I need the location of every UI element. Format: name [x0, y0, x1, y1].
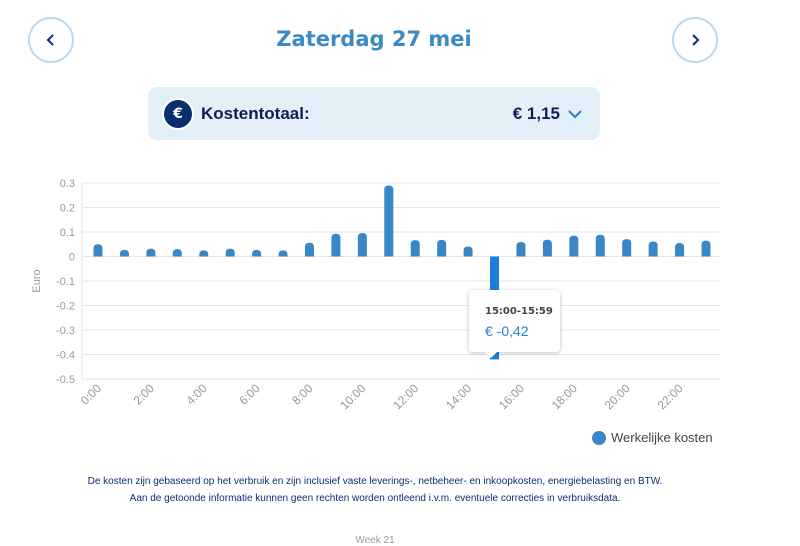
x-tick-label: 14:00 — [443, 381, 474, 412]
legend-dot-icon — [592, 430, 606, 445]
chart-tooltip: 15:00-15:59 € -0,42 — [469, 290, 560, 358]
chevron-left-icon — [46, 34, 54, 46]
bar — [516, 242, 526, 257]
y-tick-label: -0.4 — [56, 350, 75, 362]
bar — [304, 242, 314, 257]
y-tick-label: -0.1 — [56, 276, 75, 288]
x-tick-label: 6:00 — [236, 381, 263, 408]
tooltip-value: € -0,42 — [485, 323, 529, 339]
bar — [542, 239, 552, 257]
bar — [569, 235, 579, 257]
x-tick-label: 8:00 — [289, 381, 316, 408]
x-tick-label: 0:00 — [78, 381, 105, 408]
bar — [119, 249, 129, 257]
bar — [93, 244, 103, 257]
x-tick-label: 22:00 — [655, 381, 686, 412]
bar — [172, 249, 182, 257]
bar — [675, 243, 685, 257]
bar — [437, 239, 447, 257]
chevron-right-icon — [692, 34, 700, 46]
disclaimer-line-2: Aan de getoonde informatie kunnen geen r… — [129, 493, 621, 504]
y-tick-label: -0.5 — [56, 374, 75, 386]
cost-total-value: € 1,15 — [512, 103, 560, 123]
bar — [357, 232, 367, 257]
y-tick-label: 0.2 — [60, 203, 75, 215]
bar — [622, 239, 632, 257]
legend-label: Werkelijke kosten — [611, 430, 713, 445]
cost-total-label: Kostentotaal: — [201, 103, 310, 123]
euro-icon: € — [162, 97, 194, 130]
bar — [331, 233, 341, 257]
x-tick-label: 12:00 — [390, 381, 421, 412]
y-tick-label: 0.3 — [60, 178, 75, 190]
cost-total-dropdown[interactable]: € Kostentotaal: € 1,15 — [148, 87, 600, 140]
bar — [410, 240, 420, 257]
bar — [252, 249, 262, 257]
page-title: Zaterdag 27 mei — [276, 27, 472, 51]
tooltip-time: 15:00-15:59 — [485, 306, 553, 317]
bar — [225, 248, 235, 257]
x-tick-label: 4:00 — [183, 381, 210, 408]
x-tick-label: 18:00 — [549, 381, 580, 412]
x-tick-label: 20:00 — [602, 381, 633, 412]
next-day-button[interactable] — [672, 17, 718, 63]
bar — [278, 250, 288, 257]
y-tick-label: -0.3 — [56, 325, 75, 337]
week-label: Week 21 — [355, 535, 395, 546]
bar — [384, 185, 394, 257]
x-tick-label: 10:00 — [337, 381, 368, 412]
bar — [595, 234, 605, 257]
y-tick-label: 0 — [69, 252, 75, 264]
legend-item-werkelijke-kosten[interactable]: Werkelijke kosten — [592, 430, 713, 445]
x-tick-label: 16:00 — [496, 381, 527, 412]
disclaimer-line-1: De kosten zijn gebaseerd op het verbruik… — [87, 476, 663, 487]
y-tick-label: -0.2 — [56, 301, 75, 313]
bar — [648, 241, 658, 257]
x-tick-label: 2:00 — [131, 381, 158, 408]
bar — [701, 240, 711, 257]
y-axis-label: Euro — [31, 269, 43, 292]
bar — [463, 246, 473, 257]
bar — [199, 250, 209, 257]
chevron-down-icon — [568, 109, 582, 118]
y-tick-label: 0.1 — [60, 227, 75, 239]
bar — [146, 248, 156, 257]
previous-day-button[interactable] — [28, 17, 74, 63]
